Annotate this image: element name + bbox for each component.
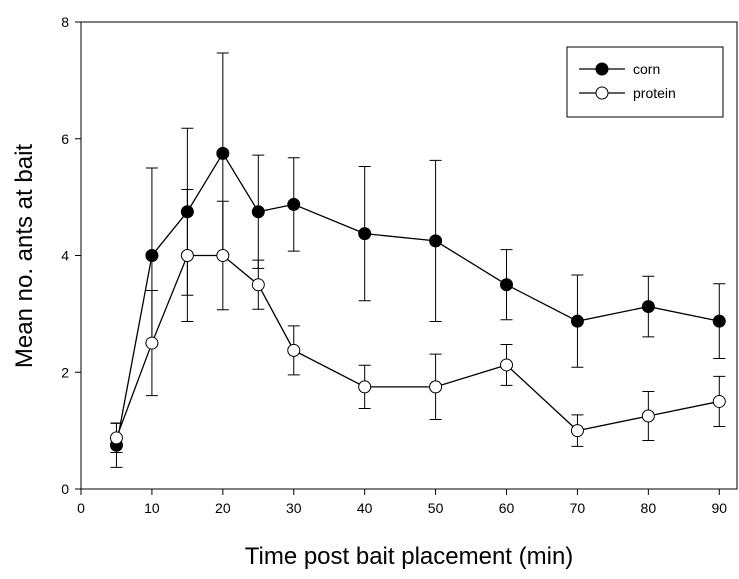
y-tick-label: 4 [61,248,69,264]
x-tick-label: 70 [570,500,586,516]
series-line [115,254,720,439]
x-tick-label: 20 [215,500,231,516]
marker [641,300,655,314]
marker [145,336,159,350]
marker [500,358,514,372]
y-tick-label: 8 [61,14,69,30]
marker [358,380,372,394]
marker [109,431,123,445]
marker [251,205,265,219]
x-tick-label: 50 [428,500,444,516]
marker [429,234,443,248]
x-tick-label: 0 [77,500,85,516]
x-tick-label: 90 [711,500,727,516]
marker [712,314,726,328]
legend-label: corn [633,61,660,77]
marker [358,227,372,241]
marker [216,249,230,262]
marker [570,424,584,438]
marker [287,343,301,357]
marker [251,278,265,292]
y-axis-label: Mean no. ants at bait [11,144,38,368]
marker [287,197,301,211]
marker [216,146,230,160]
marker [500,278,514,292]
legend-marker [595,62,609,76]
x-tick-label: 80 [641,500,657,516]
y-tick-label: 0 [61,481,69,497]
marker [180,249,194,262]
x-tick-label: 60 [499,500,515,516]
marker [145,249,159,262]
x-tick-label: 30 [286,500,302,516]
marker [570,314,584,328]
y-tick-label: 2 [61,364,69,380]
x-tick-label: 40 [357,500,373,516]
marker [712,394,726,408]
marker [180,205,194,219]
legend-box [566,46,724,118]
marker [641,409,655,423]
x-tick-label: 10 [144,500,160,516]
y-tick-label: 6 [61,131,69,147]
legend: corn protein [566,46,724,118]
series-line [115,152,720,446]
legend-marker [595,86,609,100]
legend-label: protein [633,85,676,101]
x-axis-label: Time post bait placement (min) [245,543,574,570]
marker [429,380,443,394]
